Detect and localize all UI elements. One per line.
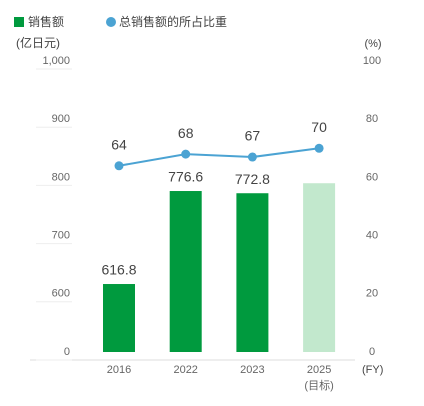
y-tick-label: 900	[52, 113, 70, 125]
x-tick-label: 2022	[173, 364, 197, 376]
y-tick-label: 700	[52, 230, 70, 242]
y-tick-label: 800	[52, 171, 70, 183]
bar	[103, 284, 135, 352]
line-marker	[181, 149, 191, 159]
line	[118, 147, 320, 167]
legend-swatch	[14, 17, 24, 27]
x-axis-label: (FY)	[362, 364, 383, 376]
legend-label: 销售额	[28, 14, 64, 29]
y2-axis-label: (%)	[364, 38, 381, 50]
y2-tick-label: 0	[369, 346, 375, 358]
bar-value-label: 772.8	[235, 171, 270, 187]
y-tick-label: 1,000	[42, 55, 70, 67]
bar	[236, 193, 269, 352]
bar	[169, 191, 202, 352]
line-marker	[247, 152, 257, 162]
line-value-label: 67	[245, 128, 261, 144]
line-value-label: 70	[311, 119, 327, 135]
x-tick-label: 2025	[307, 364, 331, 376]
x-tick-label: 2016	[107, 364, 131, 376]
x-tick-note: (目标)	[304, 378, 333, 392]
y-tick-label: 0	[64, 346, 70, 358]
x-tick-label: 2023	[240, 364, 264, 376]
bar-value-label: 616.8	[101, 262, 136, 278]
legend-label: 总销售额的所占比重	[119, 14, 227, 29]
y2-tick-label: 80	[366, 113, 378, 125]
bar-value-label: 776.6	[168, 169, 203, 185]
line-marker	[114, 161, 124, 171]
y2-tick-label: 60	[366, 171, 378, 183]
line-value-label: 64	[111, 136, 127, 152]
y-tick-label: 600	[52, 288, 70, 300]
y2-tick-label: 20	[366, 288, 378, 300]
y2-tick-label: 100	[363, 55, 381, 67]
line-value-label: 68	[178, 125, 194, 141]
y-axis-label: (亿日元)	[16, 35, 60, 50]
line-marker	[314, 143, 324, 153]
legend-swatch	[106, 17, 116, 27]
y2-tick-label: 40	[366, 230, 378, 242]
bar	[303, 183, 336, 352]
